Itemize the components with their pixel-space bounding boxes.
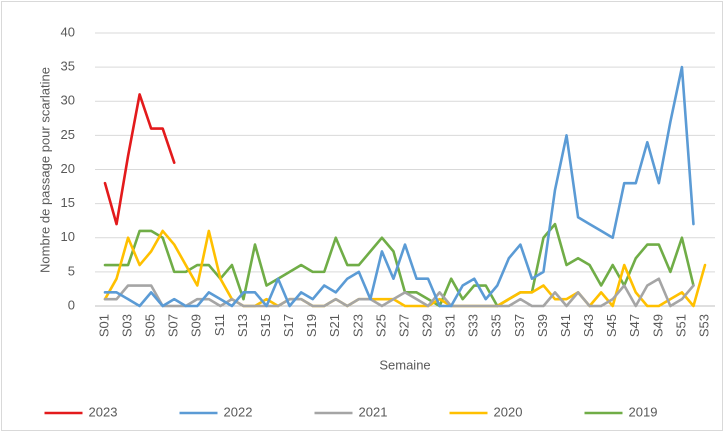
- series-line: [103, 65, 695, 308]
- x-tick-label: S07: [166, 314, 181, 337]
- series-line: [103, 93, 176, 226]
- legend-label: 2021: [359, 404, 388, 419]
- x-tick-label: S17: [281, 314, 296, 337]
- x-tick-label: S21: [327, 314, 342, 337]
- x-axis-label: Semaine: [379, 357, 430, 372]
- y-tick-label: 10: [61, 229, 75, 244]
- x-tick-label: S43: [581, 314, 596, 337]
- y-tick-label: 35: [61, 59, 75, 74]
- x-tick-label: S45: [604, 314, 619, 337]
- x-tick-label: S49: [650, 314, 665, 337]
- x-tick-label: S11: [212, 314, 227, 336]
- x-tick-label: S19: [304, 314, 319, 337]
- y-tick-label: 0: [68, 297, 75, 312]
- y-tick-label: 40: [61, 24, 75, 39]
- x-tick-label: S33: [466, 314, 481, 337]
- x-tick-label: S25: [373, 314, 388, 337]
- x-tick-label: S03: [120, 314, 135, 337]
- x-tick-label: S47: [627, 314, 642, 337]
- y-tick-label: 30: [61, 93, 75, 108]
- series-line: [103, 222, 695, 308]
- x-tick-label: S23: [350, 314, 365, 337]
- legend-label: 2019: [629, 404, 658, 419]
- y-tick-label: 25: [61, 127, 75, 142]
- x-tick-label: S29: [420, 314, 435, 337]
- y-tick-label: 20: [61, 161, 75, 176]
- y-axis-label: Nombre de passage pour scarlatine: [37, 67, 52, 273]
- x-tick-label: S51: [673, 314, 688, 337]
- x-tick-label: S15: [258, 314, 273, 337]
- x-tick-label: S31: [443, 314, 458, 337]
- y-tick-label: 5: [68, 263, 75, 278]
- x-tick-label: S27: [396, 314, 411, 337]
- x-tick-label: S01: [96, 314, 111, 337]
- legend-label: 2023: [89, 404, 118, 419]
- x-tick-label: S35: [489, 314, 504, 337]
- x-tick-label: S41: [558, 314, 573, 337]
- x-tick-label: S37: [512, 314, 527, 337]
- y-tick-label: 15: [61, 195, 75, 210]
- x-tick-label: S09: [189, 314, 204, 337]
- x-tick-label: S13: [235, 314, 250, 337]
- x-tick-label: S53: [696, 314, 711, 337]
- legend-label: 2020: [494, 404, 523, 419]
- series-line: [103, 229, 707, 308]
- legend-label: 2022: [224, 404, 253, 419]
- x-tick-label: S05: [143, 314, 158, 337]
- x-tick-label: S39: [535, 314, 550, 337]
